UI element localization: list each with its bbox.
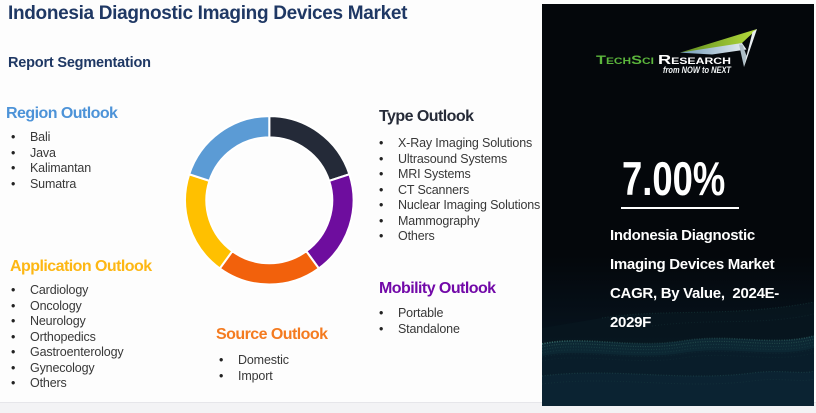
svg-text:from NOW to NEXT: from NOW to NEXT	[663, 65, 732, 75]
